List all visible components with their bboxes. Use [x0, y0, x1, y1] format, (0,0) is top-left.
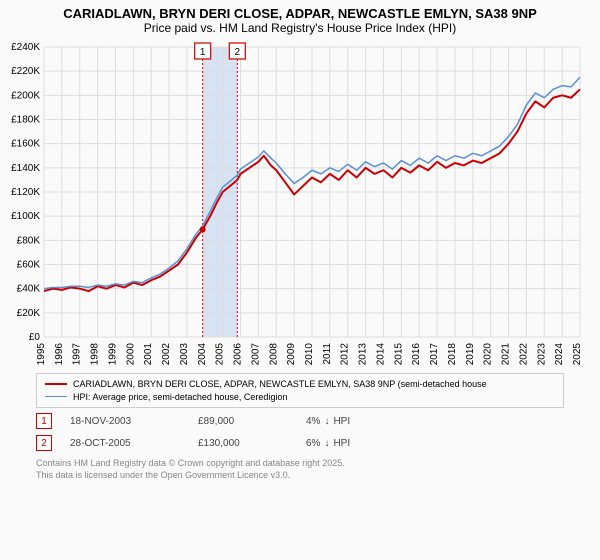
- svg-text:£40K: £40K: [17, 284, 41, 295]
- chart-subtitle: Price paid vs. HM Land Registry's House …: [0, 21, 600, 39]
- svg-text:1: 1: [200, 47, 206, 58]
- legend-swatch: [45, 396, 67, 397]
- svg-text:2019: 2019: [465, 343, 476, 366]
- transaction-change: 6% HPI: [306, 438, 350, 449]
- svg-text:2001: 2001: [143, 343, 154, 366]
- transaction-row: 2 28-OCT-2005 £130,000 6% HPI: [36, 432, 564, 454]
- svg-text:2016: 2016: [411, 343, 422, 366]
- change-percent: 4%: [306, 416, 320, 427]
- legend: CARIADLAWN, BRYN DERI CLOSE, ADPAR, NEWC…: [36, 373, 564, 408]
- change-reference: HPI: [333, 416, 350, 427]
- svg-text:£20K: £20K: [17, 308, 41, 319]
- svg-text:£80K: £80K: [17, 235, 41, 246]
- svg-text:2000: 2000: [125, 343, 136, 366]
- svg-text:2009: 2009: [286, 343, 297, 366]
- svg-text:£0: £0: [29, 332, 41, 343]
- svg-text:2014: 2014: [375, 343, 386, 366]
- change-percent: 6%: [306, 438, 320, 449]
- arrow-down-icon: [324, 438, 329, 449]
- transaction-change: 4% HPI: [306, 416, 350, 427]
- svg-text:2017: 2017: [429, 343, 440, 366]
- svg-text:2010: 2010: [304, 343, 315, 366]
- svg-text:2002: 2002: [161, 343, 172, 366]
- legend-label: HPI: Average price, semi-detached house,…: [73, 391, 287, 404]
- svg-text:2024: 2024: [554, 343, 565, 366]
- transaction-rows: 1 18-NOV-2003 £89,000 4% HPI 2 28-OCT-2005 £130…: [36, 410, 564, 454]
- svg-text:2: 2: [235, 47, 241, 58]
- legend-item: HPI: Average price, semi-detached house,…: [45, 391, 555, 404]
- svg-text:2023: 2023: [536, 343, 547, 366]
- svg-text:1997: 1997: [72, 343, 83, 366]
- svg-text:2015: 2015: [393, 343, 404, 366]
- transaction-price: £89,000: [198, 416, 288, 427]
- svg-text:£180K: £180K: [11, 115, 40, 126]
- transaction-price: £130,000: [198, 438, 288, 449]
- svg-text:2008: 2008: [268, 343, 279, 366]
- svg-text:2025: 2025: [572, 343, 583, 366]
- svg-text:£100K: £100K: [11, 211, 40, 222]
- arrow-down-icon: [324, 416, 329, 427]
- svg-text:2013: 2013: [358, 343, 369, 366]
- chart-title: CARIADLAWN, BRYN DERI CLOSE, ADPAR, NEWC…: [0, 0, 600, 21]
- svg-text:1996: 1996: [54, 343, 65, 366]
- svg-text:2022: 2022: [518, 343, 529, 366]
- svg-text:2012: 2012: [340, 343, 351, 366]
- transaction-date: 18-NOV-2003: [70, 416, 180, 427]
- svg-text:£120K: £120K: [11, 187, 40, 198]
- svg-text:£220K: £220K: [11, 66, 40, 77]
- attribution: Contains HM Land Registry data © Crown c…: [36, 458, 564, 481]
- svg-text:2003: 2003: [179, 343, 190, 366]
- svg-text:2011: 2011: [322, 343, 333, 365]
- svg-text:1999: 1999: [107, 343, 118, 366]
- svg-text:2021: 2021: [501, 343, 512, 366]
- svg-text:1995: 1995: [36, 343, 47, 366]
- attribution-line2: This data is licensed under the Open Gov…: [36, 470, 564, 482]
- svg-text:£140K: £140K: [11, 163, 40, 174]
- svg-text:2018: 2018: [447, 343, 458, 366]
- svg-text:2007: 2007: [250, 343, 261, 366]
- svg-text:£200K: £200K: [11, 90, 40, 101]
- transaction-index: 1: [36, 413, 52, 429]
- svg-text:2004: 2004: [197, 343, 208, 366]
- svg-text:2005: 2005: [215, 343, 226, 366]
- svg-text:£60K: £60K: [17, 260, 41, 271]
- legend-swatch: [45, 383, 67, 385]
- svg-text:£160K: £160K: [11, 139, 40, 150]
- legend-item: CARIADLAWN, BRYN DERI CLOSE, ADPAR, NEWC…: [45, 378, 555, 391]
- svg-text:2020: 2020: [483, 343, 494, 366]
- transaction-date: 28-OCT-2005: [70, 438, 180, 449]
- svg-text:£240K: £240K: [11, 42, 40, 53]
- transaction-index: 2: [36, 435, 52, 451]
- attribution-line1: Contains HM Land Registry data © Crown c…: [36, 458, 564, 470]
- legend-label: CARIADLAWN, BRYN DERI CLOSE, ADPAR, NEWC…: [73, 378, 487, 391]
- change-reference: HPI: [333, 438, 350, 449]
- svg-text:1998: 1998: [90, 343, 101, 366]
- chart-container: CARIADLAWN, BRYN DERI CLOSE, ADPAR, NEWC…: [0, 0, 600, 560]
- svg-text:2006: 2006: [233, 343, 244, 366]
- price-chart: £0 £20K £40K £60K £80K £100K £120K £140K £160K £1…: [0, 39, 600, 369]
- transaction-row: 1 18-NOV-2003 £89,000 4% HPI: [36, 410, 564, 432]
